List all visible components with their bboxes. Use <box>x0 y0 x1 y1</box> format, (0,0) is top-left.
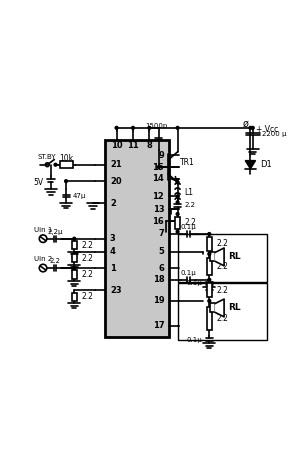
Text: Uin 1: Uin 1 <box>34 227 52 233</box>
Text: 2.2: 2.2 <box>216 263 228 271</box>
Text: 2: 2 <box>110 199 116 208</box>
Text: 5: 5 <box>158 247 164 256</box>
Circle shape <box>176 212 179 215</box>
Text: 2.2: 2.2 <box>81 270 93 279</box>
Text: 1: 1 <box>110 263 116 272</box>
Text: 0.1μ: 0.1μ <box>181 225 197 230</box>
Circle shape <box>208 233 211 235</box>
Bar <box>178 234 267 282</box>
Text: D1: D1 <box>260 160 272 169</box>
Text: 15: 15 <box>152 162 164 172</box>
Text: 6: 6 <box>158 263 164 272</box>
Text: 1500p: 1500p <box>145 123 168 129</box>
Text: 47µ: 47µ <box>73 193 86 199</box>
Text: 2.2: 2.2 <box>216 314 228 323</box>
Text: 11: 11 <box>127 141 139 150</box>
Text: 13: 13 <box>153 205 164 214</box>
Text: ø: ø <box>243 118 249 129</box>
Circle shape <box>176 230 179 233</box>
Bar <box>72 270 77 279</box>
Text: 2.2: 2.2 <box>185 219 196 227</box>
Text: 3: 3 <box>110 234 116 243</box>
Circle shape <box>208 253 211 256</box>
Text: 12: 12 <box>152 192 164 201</box>
Circle shape <box>148 126 151 129</box>
Bar <box>178 283 267 340</box>
Circle shape <box>176 126 179 129</box>
Circle shape <box>208 300 211 302</box>
Polygon shape <box>215 299 224 317</box>
Text: L1: L1 <box>185 188 194 197</box>
Circle shape <box>115 126 118 129</box>
FancyBboxPatch shape <box>105 140 169 337</box>
Circle shape <box>132 126 135 129</box>
Text: 2.2: 2.2 <box>185 202 196 208</box>
Bar <box>211 252 215 261</box>
Circle shape <box>176 201 179 204</box>
Text: 2.2: 2.2 <box>49 258 61 264</box>
Bar <box>207 307 212 330</box>
Bar <box>207 284 212 297</box>
Text: Uin 2: Uin 2 <box>34 256 52 262</box>
Text: 0.1μ: 0.1μ <box>181 270 197 276</box>
Text: 20: 20 <box>110 176 122 186</box>
Text: 2.2: 2.2 <box>216 286 228 295</box>
Text: 7: 7 <box>158 229 164 239</box>
Polygon shape <box>245 161 255 169</box>
Text: 2.2: 2.2 <box>81 292 93 301</box>
Bar <box>207 237 212 250</box>
Circle shape <box>176 181 179 184</box>
Text: 2200 µ: 2200 µ <box>262 132 287 138</box>
Bar <box>175 217 180 229</box>
Text: 23: 23 <box>110 286 122 295</box>
Text: ST.BY: ST.BY <box>37 154 56 160</box>
Text: 21: 21 <box>110 160 122 169</box>
Text: 2,2µ: 2,2µ <box>47 229 63 235</box>
Circle shape <box>249 126 252 129</box>
Bar <box>72 254 77 263</box>
Text: 0.1μ: 0.1μ <box>187 280 202 286</box>
Circle shape <box>54 163 57 166</box>
Text: 5V: 5V <box>33 178 43 187</box>
Circle shape <box>65 180 68 183</box>
Text: TR1: TR1 <box>180 158 195 167</box>
Text: 19: 19 <box>153 296 164 306</box>
Text: 9: 9 <box>158 151 164 160</box>
Text: + Vcc: + Vcc <box>256 125 278 134</box>
Text: 10: 10 <box>111 141 122 150</box>
Bar <box>72 241 77 249</box>
Circle shape <box>73 237 76 240</box>
Text: 17: 17 <box>153 321 164 330</box>
Circle shape <box>157 166 160 168</box>
Text: 10k: 10k <box>60 154 74 163</box>
Text: 18: 18 <box>153 275 164 284</box>
Bar <box>72 292 77 301</box>
Bar <box>207 258 212 275</box>
Circle shape <box>251 126 254 129</box>
Text: 2.2: 2.2 <box>81 241 93 249</box>
Text: 0.1μ: 0.1μ <box>187 336 202 343</box>
Text: 16: 16 <box>152 217 164 226</box>
Text: 14: 14 <box>152 174 164 183</box>
Polygon shape <box>215 248 224 266</box>
Bar <box>211 304 215 313</box>
Circle shape <box>176 195 179 198</box>
Text: RL: RL <box>228 252 241 262</box>
Text: 4: 4 <box>110 247 116 256</box>
Text: 8: 8 <box>147 141 152 150</box>
Text: 2.2: 2.2 <box>81 254 93 263</box>
Bar <box>61 161 73 168</box>
Text: RL: RL <box>228 303 241 313</box>
Circle shape <box>208 278 211 281</box>
Text: 2.2: 2.2 <box>216 240 228 249</box>
Circle shape <box>73 267 76 270</box>
